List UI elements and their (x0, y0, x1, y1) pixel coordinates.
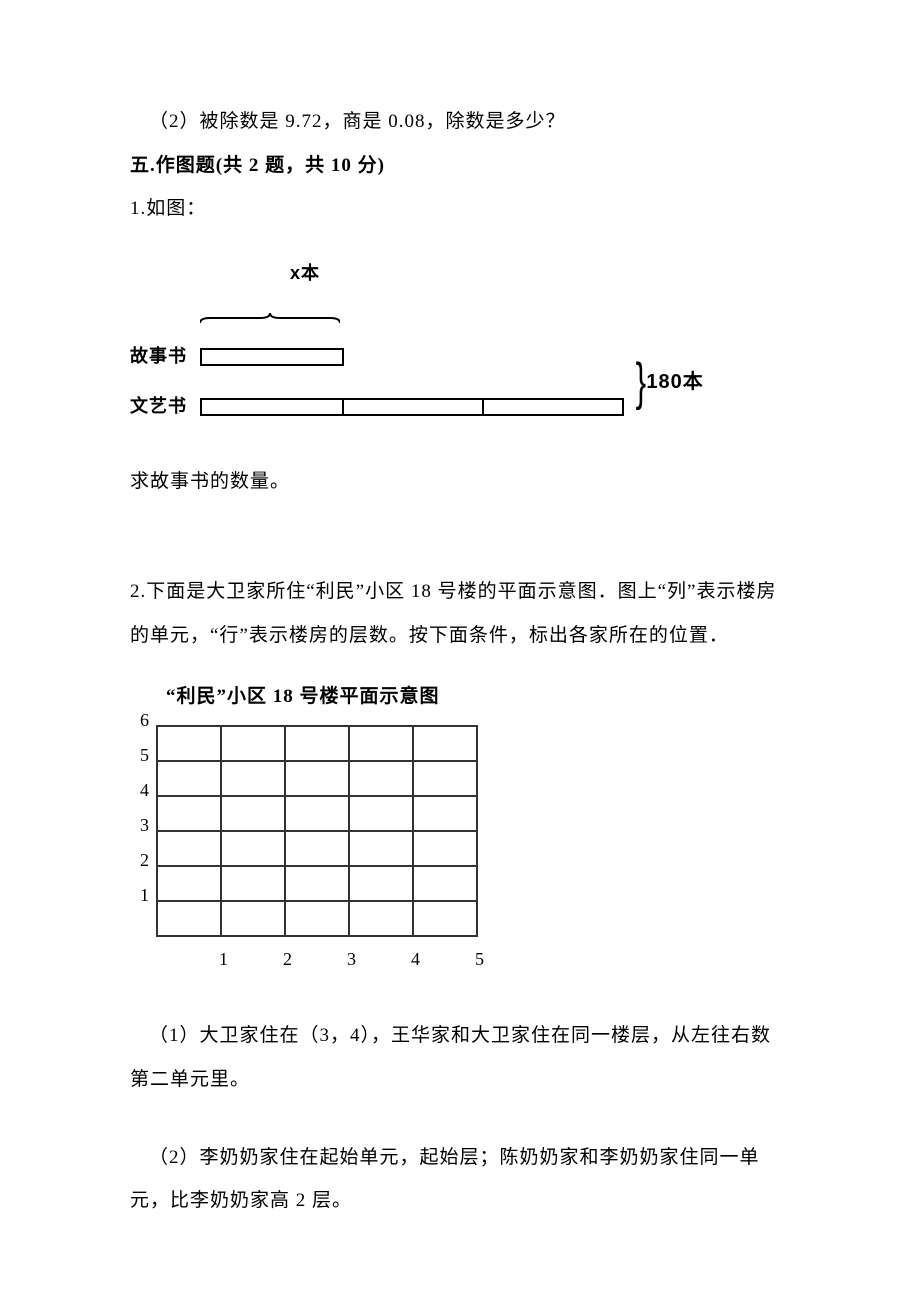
diagram-books-row1-label: 故事书 (130, 336, 200, 377)
diagram-grid-table (156, 725, 478, 937)
y-label: 2 (140, 851, 150, 886)
diagram-books-row2-label: 文艺书 (130, 386, 200, 427)
brace-right-icon: } (636, 356, 647, 408)
y-label: 6 (140, 711, 150, 746)
diagram-grid: “利民”小区 18 号楼平面示意图 6 5 4 3 2 1 (140, 675, 790, 980)
x-label: 3 (320, 939, 384, 980)
question-5-2-intro: 2.下面是大卫家所住“利民”小区 18 号楼的平面示意图．图上“列”表示楼房的单… (130, 570, 790, 657)
y-label: 3 (140, 816, 150, 851)
diagram-books-bar2 (200, 398, 624, 416)
diagram-books-bar1 (200, 348, 344, 366)
x-label: 2 (256, 939, 320, 980)
x-label: 4 (384, 939, 448, 980)
diagram-books-x-label: x本 (200, 253, 410, 294)
y-label: 4 (140, 781, 150, 816)
diagram-books-tick (342, 398, 344, 416)
diagram-grid-title: “利民”小区 18 号楼平面示意图 (166, 675, 790, 719)
section-5-heading: 五.作图题(共 2 题，共 10 分) (130, 144, 790, 188)
diagram-books: x本 故事书 文艺书 } 180本 (130, 253, 730, 426)
brace-top-icon (200, 313, 340, 325)
diagram-books-total: 180本 (646, 359, 703, 405)
diagram-books-tick (482, 398, 484, 416)
question-5-2-sub1: （1）大卫家住在（3，4），王华家和大卫家住在同一楼层，从左往右数第二单元里。 (130, 1014, 790, 1101)
y-label: 5 (140, 746, 150, 781)
question-4-2: （2）被除数是 9.72，商是 0.08，除数是多少？ (130, 100, 790, 144)
y-label: 1 (140, 886, 150, 921)
document-page: （2）被除数是 9.72，商是 0.08，除数是多少？ 五.作图题(共 2 题，… (0, 0, 920, 1303)
question-5-1-intro: 1.如图： (130, 187, 790, 231)
x-label: 1 (192, 939, 256, 980)
question-5-2-sub2: （2）李奶奶家住在起始单元，起始层；陈奶奶家和李奶奶家住同一单元，比李奶奶家高 … (130, 1136, 790, 1223)
x-label: 5 (448, 939, 512, 980)
question-5-1-ask: 求故事书的数量。 (130, 460, 790, 504)
diagram-grid-xlabels: 1 2 3 4 5 (160, 939, 790, 980)
diagram-grid-ylabels: 6 5 4 3 2 1 (140, 711, 150, 921)
